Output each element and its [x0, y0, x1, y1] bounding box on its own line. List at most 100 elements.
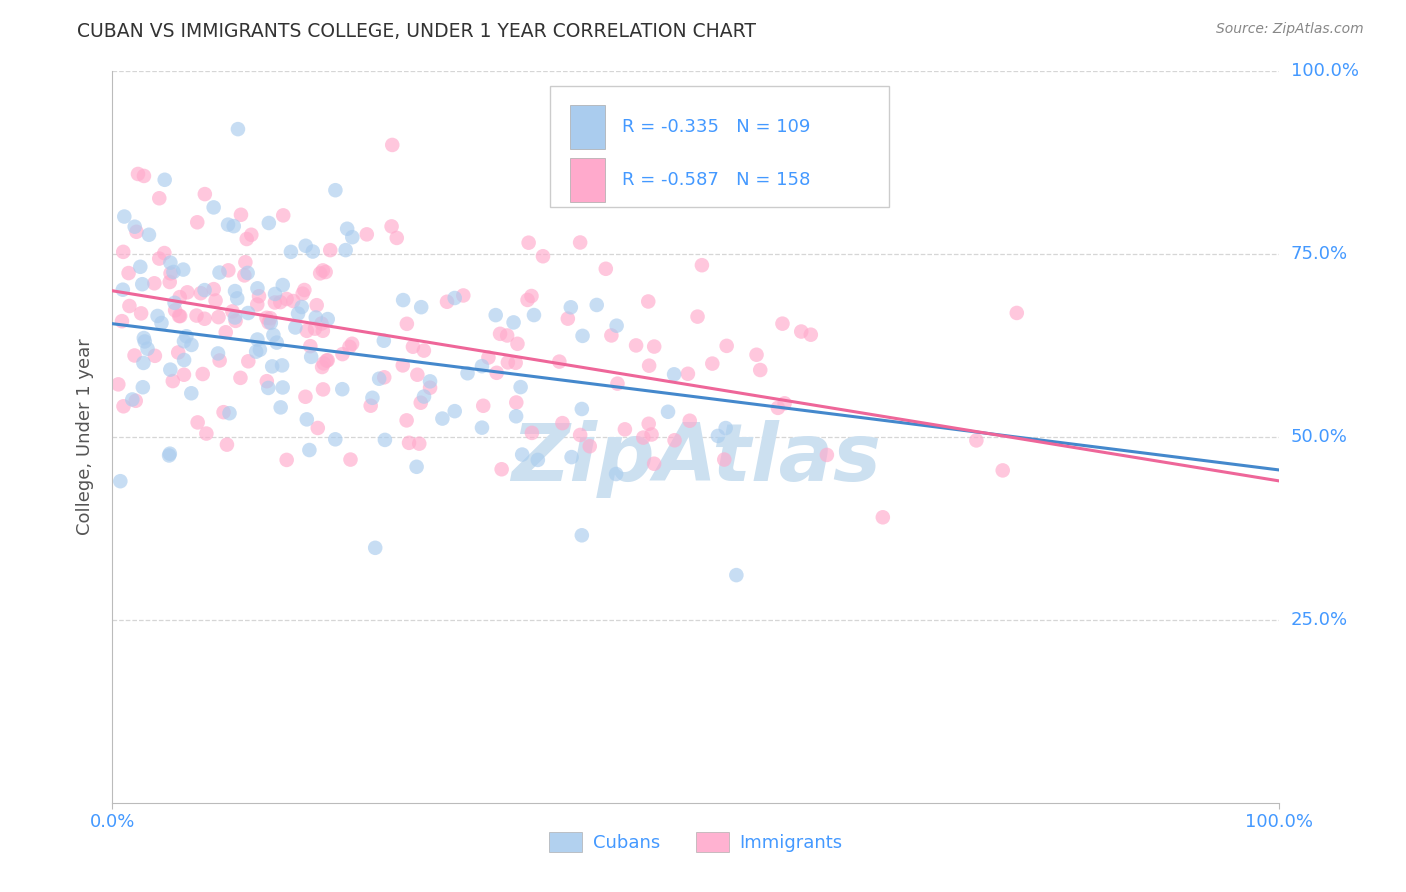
Point	[299, 339, 322, 353]
Point	[506, 336, 529, 351]
Point	[312, 324, 335, 338]
Point	[159, 447, 181, 461]
Point	[291, 300, 314, 314]
Point	[125, 225, 148, 239]
Point	[491, 462, 513, 476]
Point	[173, 353, 195, 368]
Point	[561, 450, 583, 464]
Point	[256, 374, 278, 388]
Point	[304, 321, 326, 335]
Point	[485, 308, 508, 322]
Point	[606, 318, 628, 333]
Point	[690, 258, 713, 272]
Point	[262, 359, 284, 374]
Point	[138, 227, 160, 242]
Point	[790, 325, 813, 339]
Point	[419, 381, 441, 395]
Point	[395, 413, 418, 427]
Point	[571, 329, 593, 343]
Point	[295, 412, 318, 426]
Point	[212, 405, 235, 419]
Point	[150, 316, 173, 330]
Point	[112, 244, 135, 259]
Point	[600, 328, 623, 343]
Point	[571, 402, 593, 417]
Point	[356, 227, 378, 242]
Point	[194, 187, 217, 202]
Point	[180, 338, 202, 352]
Point	[392, 293, 415, 307]
Point	[169, 290, 191, 304]
Point	[624, 338, 647, 352]
Point	[311, 317, 333, 331]
Point	[312, 263, 335, 277]
Point	[749, 363, 772, 377]
Point	[374, 433, 396, 447]
Point	[637, 417, 659, 431]
Point	[606, 376, 628, 391]
Point	[257, 381, 280, 395]
Point	[643, 340, 665, 354]
Point	[153, 173, 176, 187]
Point	[766, 401, 789, 415]
Point	[238, 354, 260, 368]
Point	[117, 266, 139, 280]
Point	[131, 277, 153, 292]
Point	[153, 246, 176, 260]
Point	[287, 307, 309, 321]
Point	[280, 244, 302, 259]
Point	[246, 281, 269, 295]
Point	[381, 137, 404, 152]
Point	[271, 208, 294, 222]
Point	[557, 311, 579, 326]
Point	[381, 219, 404, 234]
Point	[218, 406, 240, 420]
Point	[716, 339, 738, 353]
Legend: Cubans, Immigrants: Cubans, Immigrants	[543, 824, 849, 860]
Point	[312, 383, 335, 397]
Point	[132, 331, 155, 345]
Point	[208, 266, 231, 280]
Point	[173, 334, 195, 349]
Point	[299, 350, 322, 364]
Point	[132, 380, 155, 394]
FancyBboxPatch shape	[569, 105, 605, 149]
Point	[477, 351, 499, 365]
Point	[412, 343, 434, 358]
Point	[186, 215, 208, 229]
Point	[257, 315, 280, 329]
Point	[247, 289, 270, 303]
Point	[295, 324, 318, 338]
Point	[245, 344, 267, 359]
Point	[226, 291, 249, 305]
Point	[443, 291, 465, 305]
Point	[283, 293, 305, 308]
Point	[676, 367, 699, 381]
Text: CUBAN VS IMMIGRANTS COLLEGE, UNDER 1 YEAR CORRELATION CHART: CUBAN VS IMMIGRANTS COLLEGE, UNDER 1 YEA…	[77, 22, 756, 41]
Point	[159, 255, 181, 269]
Point	[323, 433, 346, 447]
Point	[402, 340, 425, 354]
Point	[217, 218, 239, 232]
Point	[129, 260, 152, 274]
Point	[531, 249, 554, 263]
Point	[233, 268, 256, 283]
Point	[605, 467, 627, 481]
Point	[335, 243, 357, 257]
Point	[124, 219, 146, 234]
Point	[301, 244, 323, 259]
Point	[409, 395, 432, 409]
Point	[107, 377, 129, 392]
Point	[432, 411, 454, 425]
Point	[548, 354, 571, 368]
Point	[471, 420, 494, 434]
Point	[1005, 306, 1028, 320]
Point	[264, 287, 287, 301]
Point	[965, 434, 987, 448]
Point	[489, 326, 512, 341]
Point	[505, 395, 527, 409]
Point	[226, 122, 249, 136]
Point	[159, 362, 181, 376]
Text: R = -0.335   N = 109: R = -0.335 N = 109	[623, 118, 811, 136]
Text: 75.0%: 75.0%	[1291, 245, 1348, 263]
